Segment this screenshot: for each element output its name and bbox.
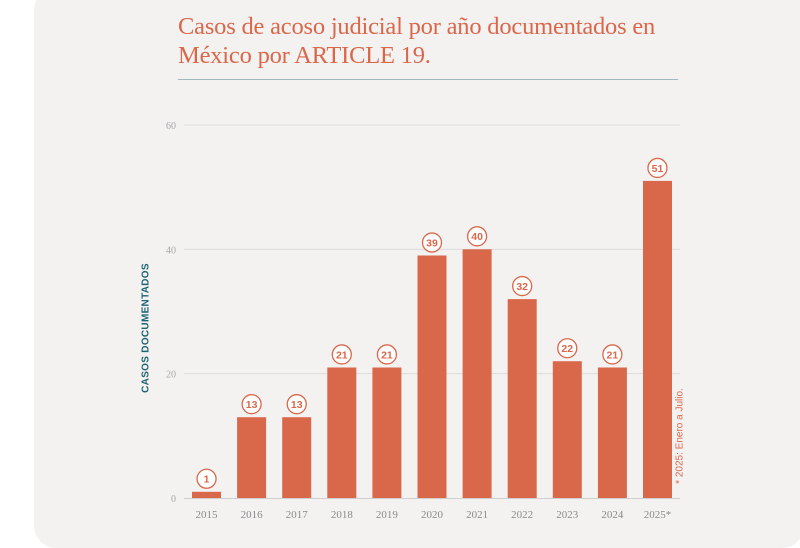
chart-title: Casos de acoso judicial por año document… [178, 13, 656, 69]
data-label: 1 [204, 474, 210, 486]
bar [192, 491, 221, 498]
data-label-bubble [241, 394, 262, 415]
data-label: 40 [471, 231, 483, 243]
page: Casos de acoso judicial por año document… [34, 0, 800, 548]
bar [372, 367, 402, 498]
x-tick-label: 2020 [421, 509, 444, 521]
bar [597, 367, 627, 498]
data-label-bubble [602, 344, 623, 365]
data-label: 21 [336, 349, 348, 361]
data-label-bubble [286, 394, 307, 415]
x-tick-label: 2021 [466, 509, 488, 521]
x-tick-label: 2019 [376, 509, 399, 521]
x-tick-label: 2025* [644, 509, 672, 521]
chart-card [34, 0, 800, 548]
x-tick-label: 2017 [286, 509, 309, 521]
data-label-bubble [376, 344, 398, 365]
data-label-bubble [557, 338, 578, 359]
data-label: 32 [516, 281, 528, 293]
data-label: 13 [291, 399, 303, 411]
bar [417, 255, 447, 498]
y-tick-label: 60 [166, 121, 176, 132]
bar [507, 299, 537, 498]
data-label: 13 [246, 399, 258, 411]
x-tick-label: 2018 [331, 509, 354, 521]
data-label-bubble [466, 226, 488, 247]
data-label: 22 [561, 343, 573, 355]
x-tick-label: 2023 [556, 509, 579, 521]
bar [462, 249, 492, 498]
data-label-bubble [421, 232, 443, 253]
bar [237, 417, 267, 498]
y-tick-label: 0 [171, 494, 176, 505]
data-label-bubble [512, 275, 533, 297]
data-label: 21 [381, 349, 393, 361]
data-label-bubble [196, 468, 217, 489]
bar [327, 367, 357, 498]
bar [552, 361, 582, 498]
y-tick-label: 40 [166, 245, 176, 256]
data-label-bubble [331, 344, 352, 365]
data-label: 39 [426, 237, 438, 249]
data-label: 51 [652, 163, 664, 175]
y-tick-label: 20 [166, 370, 176, 381]
data-label: 21 [607, 349, 619, 361]
title-divider [178, 79, 678, 80]
x-tick-label: 2016 [241, 509, 264, 521]
bar [643, 180, 672, 498]
bar-chart: 0 20 40 60 1 2015 13 2016 13 2017 21 2018 21 2019 39 20… [166, 121, 680, 521]
bar [282, 417, 312, 498]
x-tick-label: 2015 [196, 509, 219, 521]
x-tick-label: 2022 [511, 509, 533, 521]
x-tick-label: 2024 [601, 509, 624, 521]
data-label-bubble [647, 157, 668, 179]
